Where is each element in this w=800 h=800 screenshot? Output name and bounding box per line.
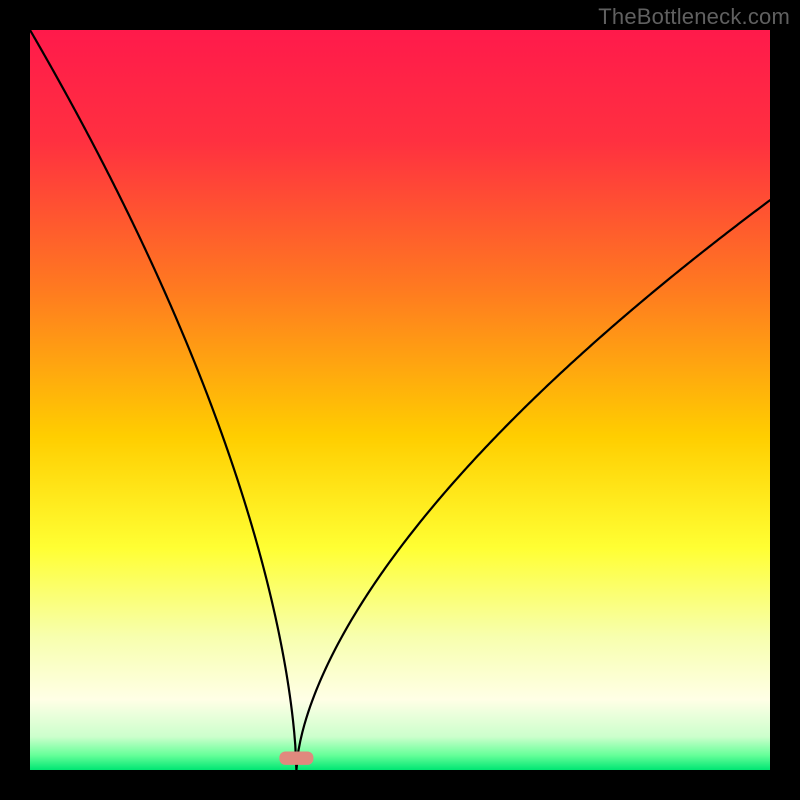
bottleneck-chart xyxy=(0,0,800,800)
chart-gradient-background xyxy=(30,30,770,770)
watermark-text: TheBottleneck.com xyxy=(598,4,790,30)
chart-container: TheBottleneck.com xyxy=(0,0,800,800)
optimal-point-marker xyxy=(279,752,313,765)
